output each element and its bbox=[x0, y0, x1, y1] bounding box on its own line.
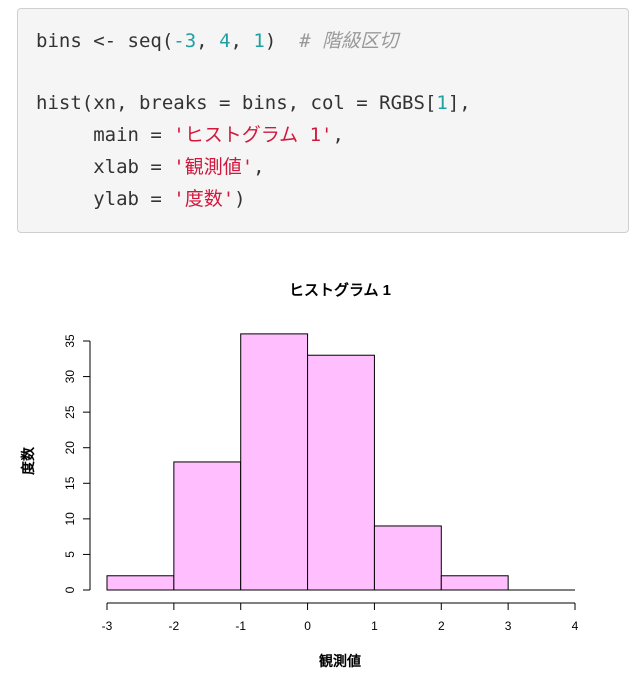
code-text: , bbox=[230, 30, 254, 52]
x-tick-label: 3 bbox=[505, 619, 512, 633]
code-line-3: main = 'ヒストグラム 1', bbox=[36, 119, 628, 151]
code-number: 1 bbox=[436, 92, 448, 114]
y-tick-label: 35 bbox=[63, 334, 77, 348]
code-string: 'ヒストグラム 1' bbox=[173, 124, 333, 146]
y-axis: 0 5 10 15 20 25 30 35 bbox=[63, 334, 91, 593]
histogram-bar bbox=[106, 575, 175, 591]
x-tick-label: 0 bbox=[304, 619, 311, 633]
code-text: , bbox=[332, 124, 344, 146]
x-tick-label: 2 bbox=[438, 619, 445, 633]
code-line-4: xlab = '観測値', bbox=[36, 151, 628, 183]
x-tick-label: 4 bbox=[572, 619, 579, 633]
histogram-bar bbox=[307, 354, 375, 591]
code-line-2: hist(xn, breaks = bins, col = RGBS[1], bbox=[36, 87, 628, 119]
histogram-bar bbox=[173, 461, 242, 591]
y-axis-label: 度数 bbox=[20, 446, 36, 475]
code-text: xlab = bbox=[36, 156, 174, 178]
histogram-bars bbox=[106, 333, 575, 591]
code-line-5: ylab = '度数') bbox=[36, 183, 628, 215]
code-text: bins <- seq( bbox=[36, 30, 174, 52]
histogram-bar bbox=[440, 575, 509, 591]
x-tick-label: -3 bbox=[102, 619, 113, 633]
code-comment: # 階級区切 bbox=[299, 30, 399, 52]
code-number: 1 bbox=[253, 30, 265, 52]
x-tick-label: -1 bbox=[235, 619, 246, 633]
histogram-bar bbox=[373, 525, 442, 591]
code-text: , bbox=[196, 30, 220, 52]
y-tick-label: 10 bbox=[63, 512, 77, 526]
code-text: hist(xn, breaks = bins, col = RGBS[ bbox=[36, 92, 437, 114]
code-number: -3 bbox=[173, 30, 197, 52]
code-text: , bbox=[253, 156, 265, 178]
x-tick-label: 1 bbox=[371, 619, 378, 633]
x-axis-label: 観測値 bbox=[319, 653, 361, 669]
code-blank-line bbox=[36, 57, 628, 87]
code-text: ylab = bbox=[36, 188, 174, 210]
code-string: '度数' bbox=[173, 188, 235, 210]
y-tick-label: 30 bbox=[63, 370, 77, 384]
y-tick-label: 20 bbox=[63, 441, 77, 455]
code-text: main = bbox=[36, 124, 174, 146]
x-tick-label: -2 bbox=[169, 619, 180, 633]
code-number: 4 bbox=[219, 30, 231, 52]
y-tick-label: 5 bbox=[63, 551, 77, 558]
x-axis: -3 -2 -1 0 1 2 3 4 bbox=[102, 602, 579, 633]
y-tick-label: 0 bbox=[63, 586, 77, 593]
code-block: bins <- seq(-3, 4, 1) # 階級区切 hist(xn, br… bbox=[17, 8, 629, 233]
code-line-1: bins <- seq(-3, 4, 1) # 階級区切 bbox=[36, 25, 628, 57]
code-text: ) bbox=[234, 188, 246, 210]
code-string: '観測値' bbox=[173, 156, 254, 178]
y-tick-label: 15 bbox=[63, 476, 77, 490]
code-text: ) bbox=[264, 30, 300, 52]
y-tick-label: 25 bbox=[63, 405, 77, 419]
code-text: ], bbox=[447, 92, 471, 114]
chart-title: ヒストグラム 1 bbox=[289, 281, 391, 299]
histogram-bar bbox=[240, 333, 309, 591]
